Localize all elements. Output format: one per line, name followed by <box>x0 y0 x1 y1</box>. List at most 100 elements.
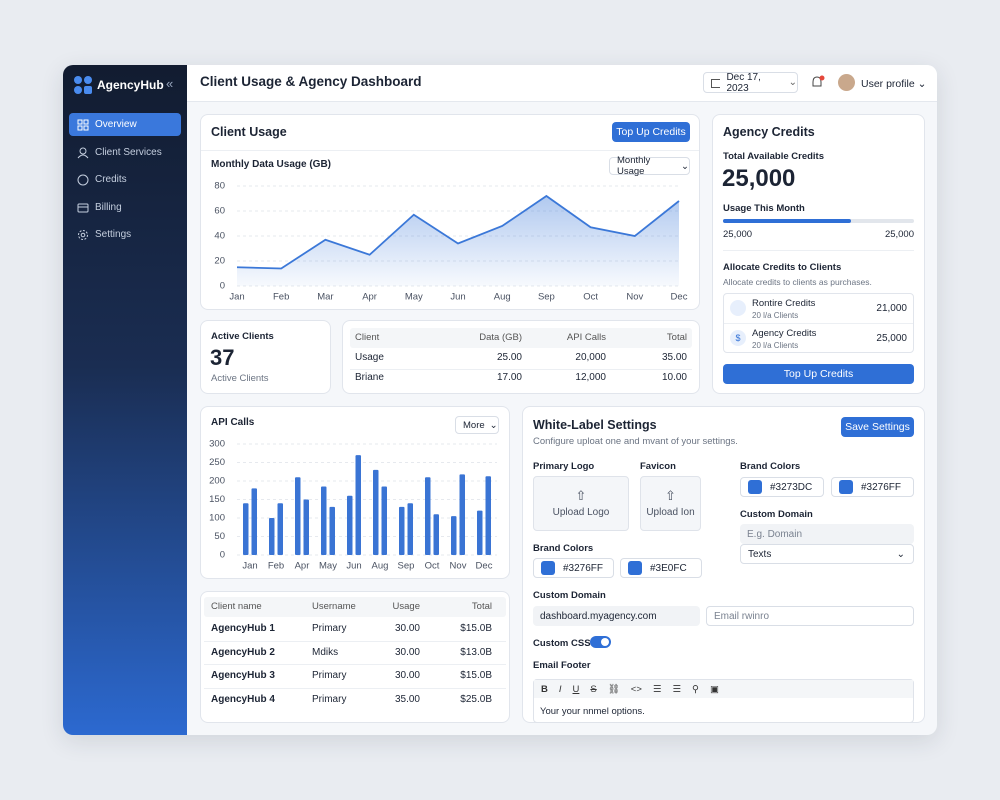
cell: $15.0B <box>460 623 492 634</box>
item-sub: 20 l/a Clients <box>752 341 799 350</box>
allocation-list <box>723 293 914 353</box>
column-header: Client name <box>211 601 262 612</box>
bar <box>347 495 353 555</box>
domain-input[interactable]: E.g. Domain <box>740 524 914 544</box>
save-button[interactable]: Save Settings <box>841 417 914 437</box>
field-label: Custom Domain <box>740 509 813 520</box>
bar <box>407 503 413 555</box>
domain-input[interactable]: dashboard.myagency.com <box>533 606 700 626</box>
nav-item[interactable]: Overview <box>69 113 181 136</box>
y-tick-label: 0 <box>220 550 225 561</box>
chart-title: API Calls <box>211 417 255 428</box>
color-input[interactable]: #3E0FC <box>620 558 702 578</box>
page-title: Client Usage & Agency Dashboard <box>200 74 422 89</box>
field-label: Brand Colors <box>740 461 801 472</box>
x-tick-label: Aug <box>372 561 389 572</box>
bar <box>295 477 301 555</box>
total-credits: 25,000 <box>722 165 796 192</box>
y-tick-label: 20 <box>214 256 225 267</box>
allocate-note: Allocate credits to clients as purchases… <box>723 277 872 287</box>
divider <box>724 323 913 324</box>
column-header: Total <box>666 332 687 343</box>
period-dropdown[interactable]: Monthly Usage ⌄ <box>609 155 690 177</box>
y-tick-label: 250 <box>209 457 225 468</box>
cell: Primary <box>312 623 347 634</box>
brand-logo <box>74 76 92 94</box>
top-up-button[interactable]: Top Up Credits <box>612 122 690 142</box>
x-tick-label: Sep <box>398 561 415 572</box>
color-input[interactable]: #3276FF <box>533 558 614 578</box>
area-fill <box>237 196 679 286</box>
cell: 35.00 <box>661 352 687 363</box>
color-input[interactable]: #3273DC <box>740 477 824 497</box>
nav-item[interactable]: Billing <box>69 196 181 219</box>
nav-item[interactable]: Credits <box>69 168 181 191</box>
editor-toolbar: B I U S ⛓ <> ☰ ☰ ⚲ ▣ <box>534 680 913 698</box>
more-dropdown[interactable]: More ⌄ <box>455 416 499 434</box>
color-input[interactable]: #3276FF <box>831 477 914 497</box>
chart-title: Monthly Data Usage (GB) <box>211 159 332 170</box>
divider <box>723 250 914 251</box>
dropdown-text: Monthly Usage <box>617 155 651 177</box>
x-tick-label: Feb <box>273 292 289 303</box>
item-amount: 21,000 <box>876 303 907 314</box>
user-menu[interactable]: User profile ⌄ <box>861 78 927 90</box>
cell: 17.00 <box>496 372 522 383</box>
table-header <box>204 597 506 617</box>
cell: AgencyHub 2 <box>211 646 275 658</box>
y-tick-label: 300 <box>209 439 225 450</box>
nav-item[interactable]: Settings <box>69 223 181 246</box>
bar <box>477 510 483 555</box>
x-tick-label: Aug <box>494 292 511 303</box>
line-chart: 0 20 40 60 80 Jan Feb Mar Apr May Jun Aug Sep Oct Nov D… <box>214 181 688 303</box>
editor[interactable] <box>533 679 914 723</box>
cell: 30.00 <box>394 623 420 634</box>
field-label: Custom CSS <box>533 638 591 649</box>
bar <box>381 486 387 555</box>
x-tick-label: Jan <box>229 292 244 303</box>
avatar[interactable] <box>838 74 855 91</box>
bar <box>269 518 275 555</box>
cell: $13.0B <box>460 646 492 658</box>
cell: 10.00 <box>661 372 687 383</box>
x-tick-label: Dec <box>671 292 688 303</box>
cell: 12,000 <box>575 372 606 383</box>
y-tick-label: 150 <box>209 494 225 505</box>
x-tick-label: May <box>405 292 423 303</box>
header-bar <box>187 65 937 102</box>
x-tick-label: Apr <box>362 292 377 303</box>
logo-upload[interactable]: ⇧ Upload Logo <box>533 476 629 531</box>
nav-label: Overview <box>95 119 137 130</box>
notification-bell[interactable] <box>810 75 826 91</box>
column-header: Username <box>312 601 356 612</box>
line <box>236 194 680 270</box>
bar <box>433 514 439 555</box>
date-picker[interactable]: Dec 17, 2023 ⌄ <box>703 72 798 94</box>
card-subtitle: Configure uploat one and mvant of your s… <box>533 436 738 447</box>
cell: 25.00 <box>496 352 522 363</box>
favicon-upload[interactable]: ⇧ Upload Ion <box>640 476 701 531</box>
field-label: Primary Logo <box>533 461 595 472</box>
field-label: Email Footer <box>533 660 591 671</box>
x-tick-label: Sep <box>538 292 555 303</box>
x-tick-label: Feb <box>268 561 284 572</box>
x-tick-label: Dec <box>476 561 493 572</box>
css-toggle[interactable] <box>590 636 611 648</box>
cell: Mdiks <box>312 646 339 658</box>
y-tick-label: 0 <box>220 281 225 292</box>
x-tick-label: Mar <box>317 292 333 303</box>
bar <box>321 486 327 555</box>
collapse-button[interactable]: « <box>166 76 174 91</box>
column-header: Usage <box>392 601 420 612</box>
x-tick-label: Jun <box>346 561 361 572</box>
select[interactable]: Texts ⌄ <box>740 544 914 564</box>
top-up-button[interactable]: Top Up Credits <box>723 364 914 384</box>
x-tick-label: May <box>319 561 337 572</box>
y-tick-label: 60 <box>214 206 225 217</box>
nav-item[interactable]: Client Services <box>69 141 181 164</box>
cell: Usage <box>355 352 384 363</box>
email-input[interactable]: Email rwinro <box>706 606 914 626</box>
caption: Active Clients <box>211 373 269 384</box>
cell: AgencyHub 1 <box>211 623 275 634</box>
